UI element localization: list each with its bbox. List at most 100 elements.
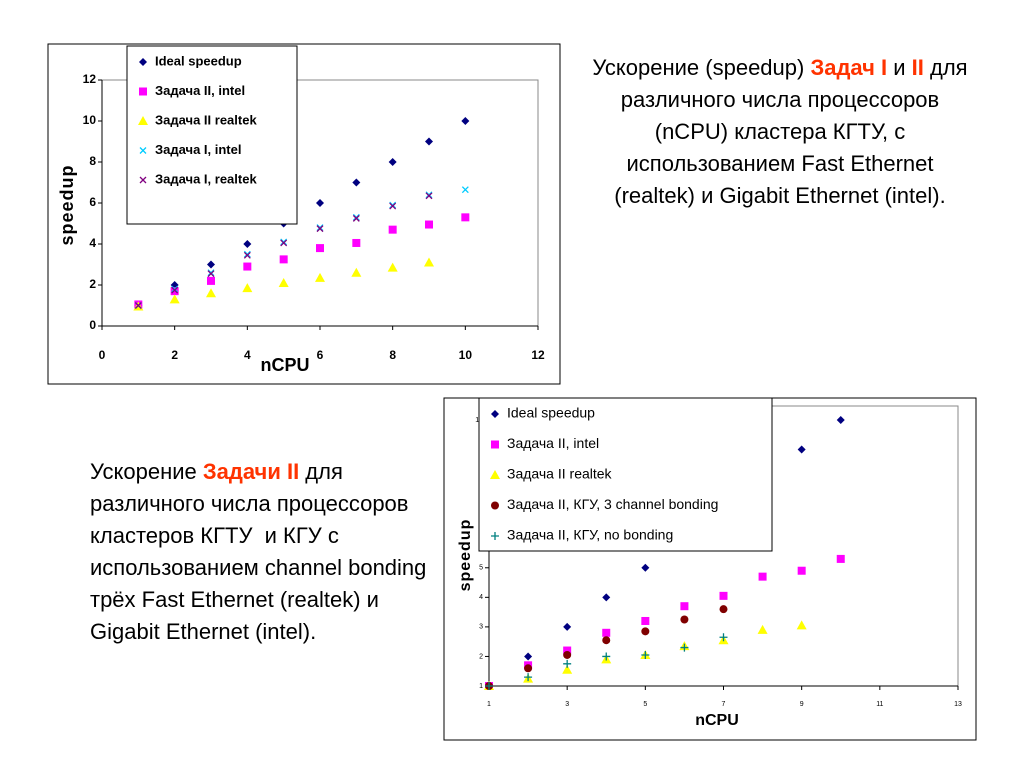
marker (758, 572, 767, 581)
legend-label: Ideal speedup (155, 53, 242, 68)
marker (796, 620, 807, 630)
text-segment: II (911, 55, 924, 80)
marker (602, 628, 611, 637)
marker (425, 220, 433, 229)
chart: 13579111312345678910nCPUspeedupIdeal spe… (443, 397, 977, 741)
x-tick-label: 8 (389, 348, 396, 362)
legend-label: Задача II realtek (507, 466, 613, 482)
y-tick-label: 4 (89, 236, 96, 250)
marker (461, 186, 469, 194)
marker (490, 470, 500, 479)
marker (352, 238, 361, 247)
marker (352, 213, 360, 221)
legend-label: Задача II, КГУ, no bonding (507, 527, 673, 543)
marker (207, 269, 215, 277)
marker (491, 410, 499, 418)
marker (641, 650, 650, 659)
marker (641, 616, 650, 625)
y-tick-label: 2 (479, 653, 483, 660)
chart-frame (47, 43, 561, 385)
y-tick-label: 1 (479, 683, 483, 690)
marker (563, 650, 572, 659)
marker (351, 267, 362, 277)
marker (524, 652, 533, 661)
marker (169, 294, 180, 304)
marker (315, 272, 325, 282)
marker (243, 251, 251, 259)
y-tick-label: 2 (89, 277, 96, 291)
marker (316, 224, 324, 232)
legend-label: Задача II, КГУ, 3 channel bonding (507, 496, 718, 512)
paragraph: Ускорение Задачи II для различного числа… (90, 456, 430, 648)
text-segment: и (887, 55, 912, 80)
marker (797, 566, 806, 575)
marker (680, 602, 689, 611)
marker (139, 87, 147, 96)
marker (719, 605, 728, 614)
marker (719, 633, 728, 642)
marker (279, 255, 288, 264)
marker (139, 58, 147, 66)
marker (316, 244, 324, 253)
y-tick-label: 4 (479, 594, 483, 601)
x-tick-label: 11 (876, 701, 883, 708)
marker (602, 652, 611, 661)
marker (563, 646, 572, 655)
legend-label: Задача II realtek (155, 112, 257, 127)
marker (797, 445, 806, 454)
x-tick-label: 4 (244, 348, 251, 362)
marker (280, 239, 288, 247)
x-tick-label: 6 (317, 348, 324, 362)
marker (680, 643, 689, 652)
marker (425, 137, 433, 146)
legend-label: Ideal speedup (507, 405, 595, 421)
marker (139, 176, 147, 184)
marker (641, 563, 650, 572)
marker (563, 622, 572, 631)
marker (388, 158, 397, 166)
marker (388, 225, 397, 234)
x-tick-label: 7 (722, 701, 726, 708)
marker (836, 554, 845, 563)
marker (138, 116, 148, 125)
text-segment: Задач I (810, 55, 888, 80)
legend-label: Задача I, intel (155, 142, 241, 157)
x-tick-label: 5 (643, 701, 647, 708)
chart: 0 2 4 6 8 10 12 0 2 4 6 8 10 12 nCPU speedup Ideal speed… (47, 43, 561, 385)
y-tick-label: 3 (479, 624, 483, 631)
marker (563, 659, 572, 668)
y-tick-label: 8 (89, 154, 96, 168)
x-tick-label: 13 (954, 701, 962, 708)
marker (389, 201, 397, 209)
marker (139, 147, 147, 154)
x-tick-label: 10 (459, 348, 473, 362)
marker (243, 240, 252, 248)
legend-box (126, 45, 298, 225)
x-axis-label: nCPU (261, 355, 310, 375)
marker (387, 262, 398, 272)
y-axis-label: speedup (57, 164, 77, 245)
marker (485, 682, 493, 690)
text-segment: Задачи (202, 459, 281, 484)
legend-label: Задача I, realtek (155, 171, 257, 186)
x-tick-label: 2 (171, 348, 178, 362)
marker (424, 257, 434, 267)
marker (243, 262, 252, 271)
marker (207, 260, 215, 269)
marker (389, 202, 397, 210)
marker (602, 636, 611, 645)
x-tick-label: 3 (565, 701, 569, 708)
marker (461, 117, 470, 125)
marker (171, 285, 179, 293)
text-segment: для различного числа процессоров кластер… (90, 459, 433, 644)
marker (278, 277, 289, 287)
y-tick-label: 6 (89, 195, 96, 209)
marker (491, 532, 499, 540)
marker (425, 191, 433, 199)
text-segment: Ускорение (90, 459, 203, 484)
marker (207, 270, 215, 278)
marker (524, 664, 533, 673)
marker (134, 302, 142, 309)
x-tick-label: 9 (800, 701, 804, 708)
